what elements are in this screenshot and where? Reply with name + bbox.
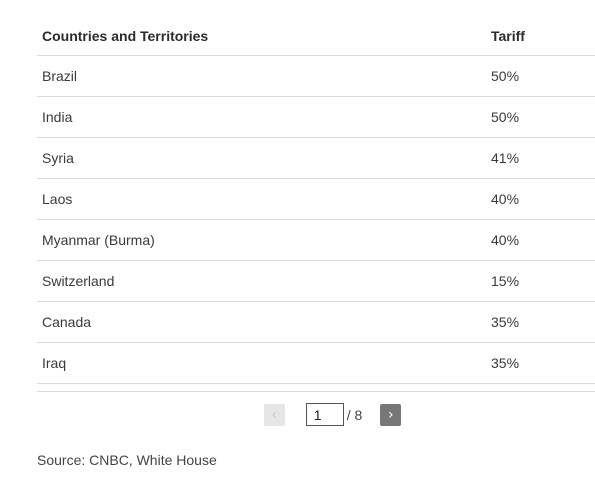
table-row: Laos 40%	[37, 179, 595, 220]
source-note: Source: CNBC, White House	[37, 452, 217, 468]
country-cell: Syria	[42, 150, 74, 166]
table-bottom-divider	[37, 384, 595, 392]
table-row: Syria 41%	[37, 138, 595, 179]
page-total: / 8	[346, 406, 363, 423]
table-row: Switzerland 15%	[37, 261, 595, 302]
tariff-cell: 35%	[491, 314, 520, 330]
tariff-cell: 41%	[491, 150, 520, 166]
table-row: India 50%	[37, 97, 595, 138]
column-header-tariff[interactable]: Tariff	[491, 27, 525, 44]
tariff-cell: 40%	[491, 191, 520, 207]
tariff-cell: 35%	[491, 355, 520, 371]
column-header-country[interactable]: Countries and Territories	[42, 27, 209, 44]
table-row: Canada 35%	[37, 302, 595, 343]
country-cell: Canada	[42, 314, 92, 330]
country-cell: Myanmar (Burma)	[42, 232, 155, 248]
country-cell: Switzerland	[42, 273, 115, 289]
tariff-cell: 40%	[491, 232, 520, 248]
tariff-cell: 15%	[491, 273, 520, 289]
country-cell: Laos	[42, 191, 73, 207]
page-number-input[interactable]	[305, 403, 344, 426]
table-header-row: Countries and Territories Tariff	[37, 16, 595, 56]
chevron-right-icon: ›	[387, 406, 394, 423]
table-row: Myanmar (Burma) 40%	[37, 220, 595, 261]
country-cell: India	[42, 109, 73, 125]
pagination: ‹ / 8 ›	[0, 403, 595, 426]
tariff-cell: 50%	[491, 68, 520, 84]
tariff-table: Countries and Territories Tariff Brazil …	[37, 16, 595, 392]
country-cell: Brazil	[42, 68, 78, 84]
table-row: Brazil 50%	[37, 56, 595, 97]
previous-page-button[interactable]: ‹	[263, 403, 285, 426]
chevron-left-icon: ‹	[271, 406, 277, 423]
tariff-cell: 50%	[491, 109, 520, 125]
next-page-button[interactable]: ›	[380, 403, 402, 426]
country-cell: Iraq	[42, 355, 67, 371]
table-row: Iraq 35%	[37, 343, 595, 384]
